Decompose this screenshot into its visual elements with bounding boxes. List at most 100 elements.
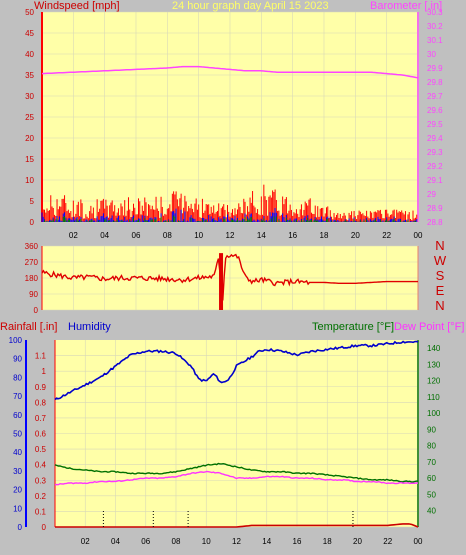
time-tick-top: 12 — [226, 231, 235, 240]
barometer-y-tick: 29.3 — [427, 148, 443, 157]
rainfall-y-tick: 0 — [42, 523, 47, 532]
compass-label: N — [435, 238, 444, 253]
wind-y-tick: 25 — [25, 113, 34, 122]
wind-direction-line — [41, 253, 418, 301]
time-tick-bottom: 06 — [141, 537, 150, 546]
wind-y-tick: 35 — [25, 71, 34, 80]
compass-label: E — [436, 283, 445, 298]
wind-y-tick: 30 — [25, 92, 34, 101]
grid-lines — [25, 11, 419, 528]
rainfall-y-tick: 1 — [42, 367, 47, 376]
rainfall-y-tick: 0.5 — [35, 445, 47, 454]
temperature-y-tick: 100 — [427, 409, 441, 418]
direction-y-tick: 180 — [25, 274, 39, 283]
rainfall-y-tick: 0.7 — [35, 414, 47, 423]
wind-y-tick: 50 — [25, 8, 34, 17]
time-tick-top: 14 — [257, 231, 266, 240]
time-tick-bottom: 20 — [353, 537, 362, 546]
rainfall-y-tick: 0.8 — [35, 398, 47, 407]
time-tick-bottom: 22 — [383, 537, 392, 546]
barometer-y-tick: 28.9 — [427, 204, 443, 213]
barometer-title: Barometer [.in] — [370, 0, 443, 12]
barometer-y-tick: 29.8 — [427, 78, 443, 87]
barometer-y-tick: 29.1 — [427, 176, 443, 185]
barometer-y-tick: 29.4 — [427, 134, 443, 143]
barometer-y-tick: 29 — [427, 190, 436, 199]
direction-y-tick: 360 — [25, 242, 39, 251]
humidity-y-tick: 0 — [18, 523, 23, 532]
time-tick-bottom: 02 — [81, 537, 90, 546]
humidity-y-tick: 100 — [9, 336, 23, 345]
time-tick-bottom: 14 — [262, 537, 271, 546]
time-tick-bottom: 18 — [323, 537, 332, 546]
humidity-y-tick: 90 — [13, 355, 22, 364]
humidity-y-tick: 80 — [13, 373, 22, 382]
direction-y-tick: 270 — [25, 258, 39, 267]
humidity-y-tick: 40 — [13, 448, 22, 457]
rainfall-y-tick: 0.1 — [35, 507, 47, 516]
humidity-title: Humidity — [68, 321, 111, 333]
direction-y-tick: 0 — [34, 306, 39, 315]
humidity-y-tick: 30 — [13, 467, 22, 476]
dewpoint-line — [54, 470, 419, 486]
compass-label: W — [434, 253, 447, 268]
humidity-y-tick: 60 — [13, 411, 22, 420]
rainfall-y-tick: 1.1 — [35, 352, 47, 361]
temperature-y-tick: 60 — [427, 474, 436, 483]
time-tick-top: 04 — [100, 231, 109, 240]
barometer-y-tick: 30.2 — [427, 22, 443, 31]
wind-y-tick: 10 — [25, 176, 34, 185]
barometer-y-tick: 29.5 — [427, 120, 443, 129]
graph-title: 24 hour graph day April 15 2023 — [172, 0, 329, 12]
time-tick-bottom: 04 — [111, 537, 120, 546]
humidity-y-tick: 10 — [13, 504, 22, 513]
direction-y-tick: 90 — [29, 290, 38, 299]
rainfall-title: Rainfall [.in] — [0, 321, 58, 333]
wind-y-tick: 20 — [25, 134, 34, 143]
temperature-y-tick: 110 — [427, 393, 440, 402]
chart-marks — [41, 65, 419, 528]
humidity-y-tick: 20 — [13, 486, 22, 495]
compass-label: S — [436, 268, 445, 283]
compass-label: N — [435, 298, 444, 313]
wind-y-tick: 5 — [30, 197, 35, 206]
time-tick-top: 02 — [69, 231, 78, 240]
barometer-y-tick: 29.7 — [427, 92, 443, 101]
time-tick-top: 00 — [414, 231, 423, 240]
barometer-y-tick: 29.6 — [427, 106, 443, 115]
time-tick-top: 18 — [320, 231, 329, 240]
time-tick-bottom: 08 — [172, 537, 181, 546]
temperature-y-tick: 50 — [427, 490, 436, 499]
time-tick-top: 20 — [351, 231, 360, 240]
temperature-y-tick: 80 — [427, 442, 436, 451]
barometer-y-tick: 30.3 — [427, 8, 443, 17]
rainfall-y-tick: 0.9 — [35, 383, 47, 392]
tick-labels: 0510152025303540455028.828.92929.129.229… — [9, 8, 447, 546]
wind-y-tick: 45 — [25, 29, 34, 38]
dewpoint-title: Dew Point [°F] — [394, 321, 465, 333]
time-tick-bottom: 12 — [232, 537, 241, 546]
windspeed-title: Windspeed [mph] — [34, 0, 120, 12]
temperature-y-tick: 40 — [427, 507, 436, 516]
wind-y-tick: 0 — [30, 218, 35, 227]
barometer-y-tick: 29.9 — [427, 64, 443, 73]
temperature-title: Temperature [°F] — [312, 321, 395, 333]
time-tick-bottom: 00 — [414, 537, 423, 546]
barometer-y-tick: 30.1 — [427, 36, 443, 45]
wind-y-tick: 15 — [25, 155, 34, 164]
time-tick-bottom: 10 — [202, 537, 211, 546]
time-tick-top: 10 — [194, 231, 203, 240]
humidity-y-tick: 50 — [13, 430, 22, 439]
humidity-y-tick: 70 — [13, 392, 22, 401]
wind-direction-spike — [219, 253, 224, 310]
wind-y-tick: 40 — [25, 50, 34, 59]
time-tick-top: 08 — [163, 231, 172, 240]
humidity-line — [54, 340, 419, 401]
rainfall-y-tick: 0.3 — [35, 476, 47, 485]
rainfall-y-tick: 0.2 — [35, 492, 47, 501]
time-tick-top: 22 — [382, 231, 391, 240]
temperature-y-tick: 90 — [427, 425, 436, 434]
time-tick-bottom: 16 — [293, 537, 302, 546]
